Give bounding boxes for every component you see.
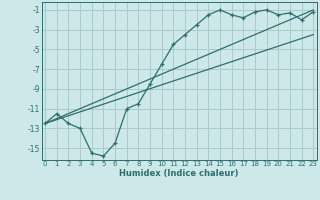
X-axis label: Humidex (Indice chaleur): Humidex (Indice chaleur) bbox=[119, 169, 239, 178]
